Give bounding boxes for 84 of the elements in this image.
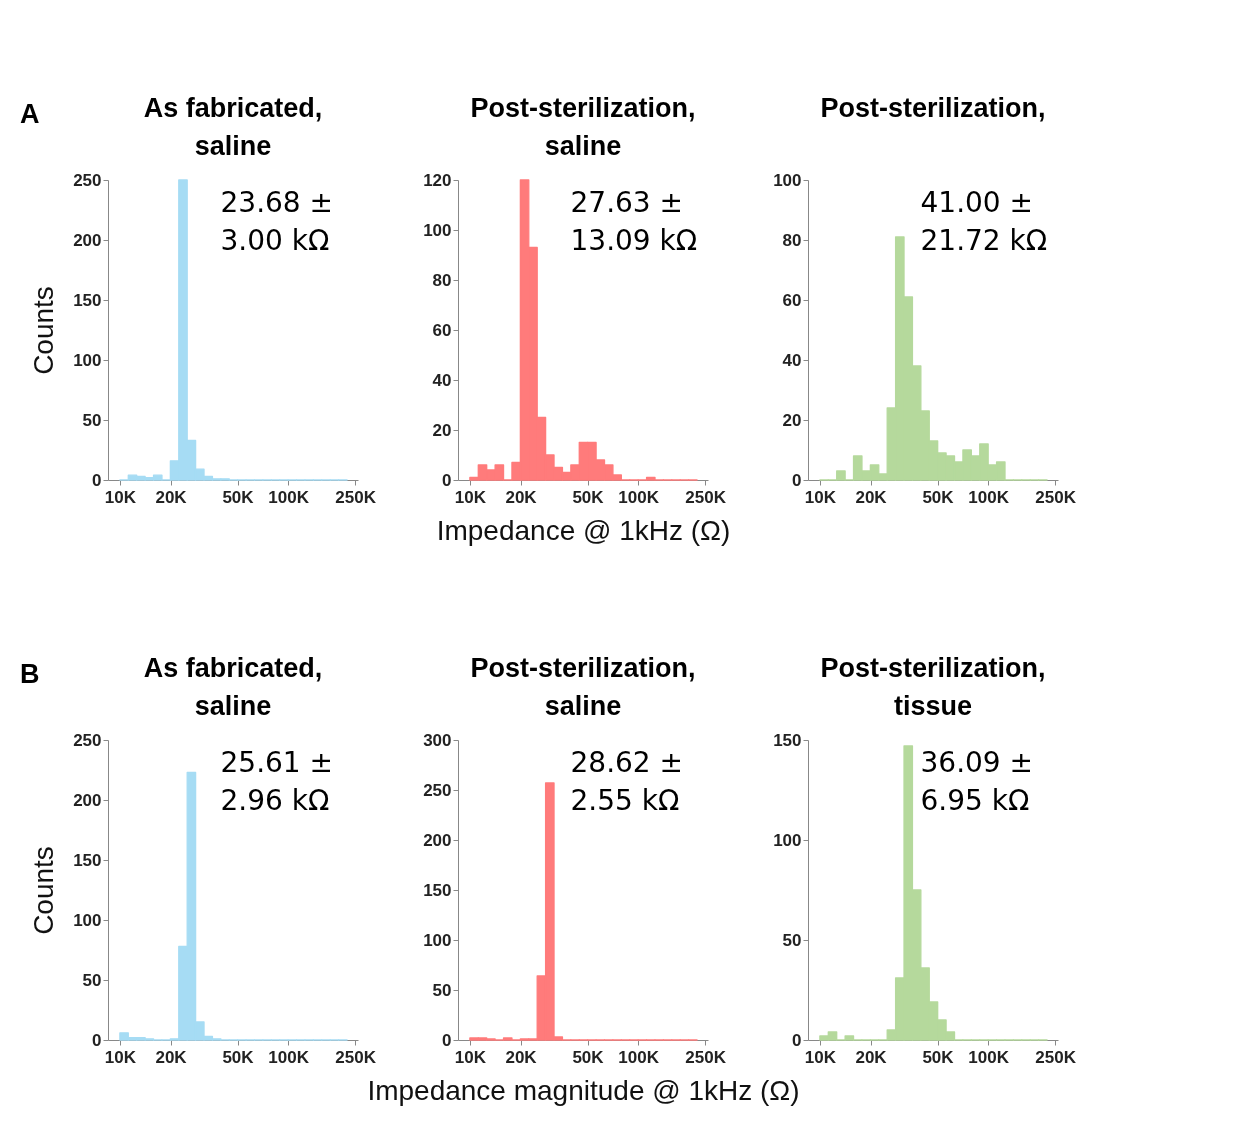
chart-title: Post-sterilization, saline bbox=[470, 93, 696, 161]
annotation: 41.00 ± 21.72 kΩ bbox=[920, 186, 1048, 257]
y-tick-label: 50 bbox=[82, 970, 102, 990]
x-tick-label: 100K bbox=[268, 1047, 310, 1067]
x-tick-label: 50K bbox=[572, 487, 605, 507]
y-tick-label: 0 bbox=[92, 1030, 102, 1050]
y-tick-label: 20 bbox=[432, 420, 452, 440]
x-tick-label: 20K bbox=[855, 487, 888, 507]
x-tick-label: 250K bbox=[335, 1047, 377, 1067]
chart-title: Post-sterilization, saline bbox=[470, 653, 696, 721]
x-axis-title: Impedance @ 1kHz (Ω) bbox=[436, 514, 731, 546]
y-tick-label: 120 bbox=[423, 170, 452, 190]
x-tick-label: 100K bbox=[968, 487, 1010, 507]
x-tick-label: 20K bbox=[855, 1047, 888, 1067]
x-tick-label: 250K bbox=[1035, 1047, 1077, 1067]
y-tick-label: 60 bbox=[782, 290, 802, 310]
x-tick-label: 10K bbox=[104, 1047, 137, 1067]
y-axis-title: Counts bbox=[28, 846, 60, 935]
x-tick-label: 50K bbox=[572, 1047, 605, 1067]
chart-title: As fabricated, saline bbox=[143, 653, 323, 721]
y-tick-label: 250 bbox=[423, 780, 452, 800]
chart-title: As fabricated, saline bbox=[143, 93, 323, 161]
y-tick-label: 150 bbox=[423, 880, 452, 900]
x-tick-label: 250K bbox=[1035, 487, 1077, 507]
x-tick-label: 50K bbox=[222, 487, 255, 507]
y-tick-label: 150 bbox=[73, 850, 102, 870]
y-tick-label: 100 bbox=[423, 220, 452, 240]
y-tick-label: 0 bbox=[442, 1030, 452, 1050]
y-tick-label: 80 bbox=[432, 270, 452, 290]
x-tick-label: 20K bbox=[505, 1047, 538, 1067]
annotation: 25.61 ± 2.96 kΩ bbox=[220, 746, 334, 817]
x-tick-label: 10K bbox=[454, 1047, 487, 1067]
y-tick-label: 200 bbox=[423, 830, 452, 850]
x-tick-label: 20K bbox=[155, 487, 188, 507]
x-tick-label: 20K bbox=[505, 487, 538, 507]
y-tick-label: 20 bbox=[782, 410, 802, 430]
y-tick-label: 100 bbox=[773, 170, 802, 190]
y-tick-label: 150 bbox=[73, 290, 102, 310]
x-tick-label: 50K bbox=[922, 1047, 955, 1067]
y-tick-label: 200 bbox=[73, 790, 102, 810]
annotation: 28.62 ± 2.55 kΩ bbox=[570, 746, 684, 817]
y-tick-label: 100 bbox=[423, 930, 452, 950]
x-tick-label: 10K bbox=[804, 487, 837, 507]
text: A bbox=[20, 99, 40, 129]
y-tick-label: 250 bbox=[73, 170, 102, 190]
y-tick-label: 150 bbox=[773, 730, 802, 750]
x-tick-label: 10K bbox=[454, 487, 487, 507]
y-tick-label: 0 bbox=[792, 470, 802, 490]
y-tick-label: 50 bbox=[82, 410, 102, 430]
annotation: 27.63 ± 13.09 kΩ bbox=[570, 186, 698, 257]
annotation: 36.09 ± 6.95 kΩ bbox=[920, 746, 1034, 817]
y-tick-label: 40 bbox=[782, 350, 802, 370]
chart-title: Post-sterilization, tissue bbox=[820, 653, 1046, 721]
annotation: 23.68 ± 3.00 kΩ bbox=[220, 186, 334, 257]
x-tick-label: 250K bbox=[685, 1047, 727, 1067]
x-tick-label: 20K bbox=[155, 1047, 188, 1067]
y-tick-label: 100 bbox=[73, 910, 102, 930]
y-tick-label: 0 bbox=[792, 1030, 802, 1050]
x-tick-label: 250K bbox=[685, 487, 727, 507]
y-tick-label: 100 bbox=[73, 350, 102, 370]
y-tick-label: 40 bbox=[432, 370, 452, 390]
y-tick-label: 50 bbox=[432, 980, 452, 1000]
y-tick-label: 80 bbox=[782, 230, 802, 250]
x-tick-label: 100K bbox=[618, 487, 660, 507]
x-tick-label: 250K bbox=[335, 487, 377, 507]
y-tick-label: 100 bbox=[773, 830, 802, 850]
x-tick-label: 50K bbox=[922, 487, 955, 507]
text: B bbox=[20, 659, 40, 689]
y-tick-label: 200 bbox=[73, 230, 102, 250]
y-tick-label: 50 bbox=[782, 930, 802, 950]
y-tick-label: 300 bbox=[423, 730, 452, 750]
x-tick-label: 100K bbox=[968, 1047, 1010, 1067]
x-tick-label: 10K bbox=[104, 487, 137, 507]
x-tick-label: 100K bbox=[268, 487, 310, 507]
x-tick-label: 10K bbox=[804, 1047, 837, 1067]
x-tick-label: 100K bbox=[618, 1047, 660, 1067]
chart-title: Post-sterilization, bbox=[820, 93, 1046, 123]
y-tick-label: 250 bbox=[73, 730, 102, 750]
y-tick-label: 60 bbox=[432, 320, 452, 340]
x-tick-label: 50K bbox=[222, 1047, 255, 1067]
y-axis-title: Counts bbox=[28, 286, 60, 375]
y-tick-label: 0 bbox=[92, 470, 102, 490]
x-axis-title: Impedance magnitude @ 1kHz (Ω) bbox=[367, 1074, 800, 1106]
y-tick-label: 0 bbox=[442, 470, 452, 490]
